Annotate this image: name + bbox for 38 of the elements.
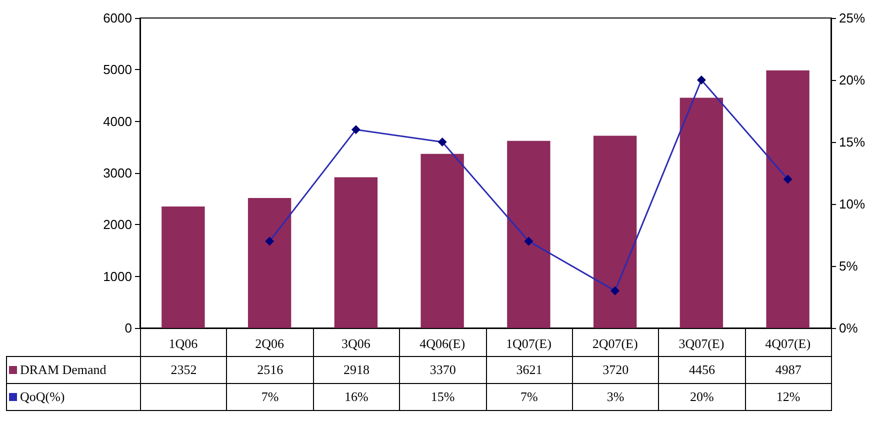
data-label: 3720 <box>572 356 659 384</box>
legend-label: DRAM Demand <box>6 356 140 384</box>
x-tick-label: 2Q06 <box>255 336 285 351</box>
data-label: 7% <box>226 384 314 410</box>
data-label: 3370 <box>400 356 486 384</box>
x-tick-label: 2Q07(E) <box>592 336 638 351</box>
x-tick-label: 4Q06(E) <box>420 336 466 351</box>
x-tick-label: 1Q07(E) <box>506 336 552 351</box>
y-tick-label: 6000 <box>103 10 132 26</box>
data-label: 2352 <box>140 356 227 384</box>
data-label: 2918 <box>313 356 400 384</box>
x-tick-label: 1Q06 <box>168 336 198 351</box>
y-tick-label: 1000 <box>103 268 132 284</box>
y2-tick-label: 25% <box>839 10 866 26</box>
y2-tick-label: 15% <box>839 134 866 150</box>
y-tick-label: 4000 <box>103 114 132 129</box>
x-tick-label: 4Q07(E) <box>765 336 811 351</box>
data-label: 3621 <box>486 356 572 384</box>
data-label: 15% <box>400 384 486 410</box>
x-tick-label: 3Q06 <box>341 336 371 351</box>
data-label: 2516 <box>226 356 314 384</box>
y-tick-label: 0 <box>124 320 132 336</box>
x-tick-label: 3Q07(E) <box>678 336 724 351</box>
data-label: 4456 <box>658 356 746 384</box>
data-label: 12% <box>745 384 832 410</box>
data-label: 4987 <box>745 356 832 384</box>
data-label: 7% <box>486 384 572 410</box>
data-label: 20% <box>658 384 746 410</box>
legend-label: QoQ(%) <box>6 384 140 410</box>
y-tick-label: 5000 <box>103 62 132 78</box>
data-label: 3% <box>572 384 659 410</box>
y2-tick-label: 0% <box>839 320 858 336</box>
y-tick-label: 3000 <box>103 166 132 180</box>
data-label: 16% <box>313 384 400 410</box>
y2-tick-label: 20% <box>839 72 866 88</box>
y2-tick-label: 5% <box>839 258 858 274</box>
y2-tick-label: 10% <box>839 196 866 212</box>
y-tick-label: 2000 <box>103 217 132 232</box>
